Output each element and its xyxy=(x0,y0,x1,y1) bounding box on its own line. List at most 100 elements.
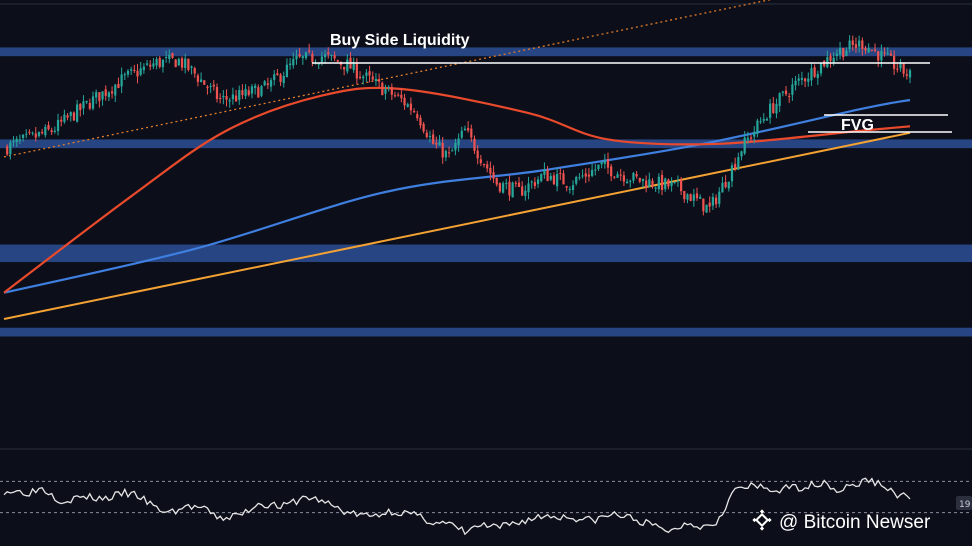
candle xyxy=(883,47,886,57)
candle xyxy=(142,63,145,74)
candle xyxy=(714,194,718,208)
candle xyxy=(130,66,133,75)
candle xyxy=(581,169,584,179)
candle xyxy=(527,176,530,200)
candle xyxy=(877,50,880,67)
candle xyxy=(444,149,447,162)
candle xyxy=(308,43,311,54)
candle xyxy=(9,140,12,160)
candle xyxy=(489,161,492,181)
candle xyxy=(562,170,565,185)
candle xyxy=(657,173,660,194)
candle xyxy=(835,49,838,61)
candle xyxy=(775,98,778,119)
candle xyxy=(858,35,861,53)
candle xyxy=(231,87,234,105)
candle xyxy=(791,78,794,101)
candle xyxy=(158,55,161,69)
candle xyxy=(746,131,749,144)
candle xyxy=(740,150,743,161)
candle xyxy=(209,82,212,93)
candle xyxy=(772,97,775,114)
candle xyxy=(381,81,384,96)
candle xyxy=(60,116,63,127)
candle xyxy=(610,163,613,182)
candle xyxy=(136,63,139,84)
candle xyxy=(905,68,908,80)
candle xyxy=(800,71,804,85)
candle xyxy=(53,126,56,134)
candle xyxy=(549,172,552,182)
candle xyxy=(177,57,180,67)
candle xyxy=(447,146,451,158)
candle xyxy=(422,121,425,134)
candle xyxy=(273,70,276,86)
candle xyxy=(721,176,724,193)
candle xyxy=(98,92,101,108)
candle xyxy=(552,172,556,186)
candle xyxy=(460,126,463,140)
candle xyxy=(247,86,250,97)
candle xyxy=(254,83,257,95)
candle xyxy=(788,92,791,103)
candle xyxy=(276,69,279,76)
candle xyxy=(47,121,50,131)
candle xyxy=(635,170,638,179)
candle xyxy=(82,95,85,115)
candle xyxy=(622,171,626,186)
candle xyxy=(571,180,575,196)
candle xyxy=(530,180,533,189)
candle xyxy=(206,84,209,95)
candle xyxy=(899,59,902,72)
candle xyxy=(587,168,591,182)
candle xyxy=(734,157,737,172)
candle xyxy=(266,77,269,90)
candle xyxy=(873,43,877,53)
candle xyxy=(486,160,489,173)
candle xyxy=(727,181,730,192)
candle xyxy=(269,77,273,92)
candle xyxy=(498,182,502,194)
candle xyxy=(673,181,676,185)
candle xyxy=(66,112,69,121)
candle xyxy=(641,178,645,188)
candle xyxy=(848,35,851,53)
candle xyxy=(285,58,289,78)
candle xyxy=(406,102,409,108)
candle xyxy=(292,52,295,69)
candle xyxy=(654,186,657,193)
candle xyxy=(511,181,514,198)
candle xyxy=(813,64,816,79)
candle xyxy=(25,129,28,139)
candle xyxy=(606,152,610,175)
candle xyxy=(737,152,740,171)
candle xyxy=(368,65,371,83)
candle xyxy=(225,89,228,107)
candle xyxy=(730,162,734,188)
candle xyxy=(664,177,667,192)
candle xyxy=(778,92,781,113)
candle xyxy=(521,181,524,197)
candle xyxy=(41,128,44,135)
candle xyxy=(686,193,689,204)
candle xyxy=(282,71,285,88)
candle xyxy=(184,53,187,74)
candle xyxy=(578,173,581,181)
candle xyxy=(476,145,479,165)
candle xyxy=(288,58,292,70)
candle xyxy=(546,165,549,182)
candle xyxy=(816,70,819,85)
candle xyxy=(393,91,397,98)
candle xyxy=(117,77,120,89)
candle xyxy=(441,136,444,164)
candle xyxy=(842,47,845,61)
candle xyxy=(301,55,304,65)
candle xyxy=(629,179,632,188)
candle xyxy=(114,83,117,102)
candle xyxy=(724,175,727,189)
candle xyxy=(864,45,867,55)
candle xyxy=(257,84,260,98)
ascending-trendline xyxy=(3,131,911,320)
candle xyxy=(352,57,355,73)
